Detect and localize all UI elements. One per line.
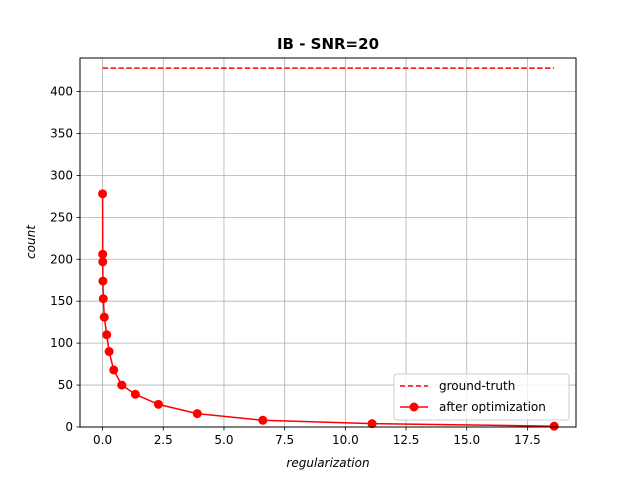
- y-axis-label: count: [24, 224, 38, 259]
- y-tick-label: 200: [50, 252, 73, 266]
- y-tick-label: 0: [65, 420, 73, 434]
- after-optimization-point: [102, 330, 112, 340]
- y-tick-label: 300: [50, 168, 73, 182]
- legend-after-optimization-marker: [409, 402, 419, 412]
- x-tick-label: 12.5: [393, 433, 420, 447]
- after-optimization-line: [101, 193, 555, 427]
- after-optimization-point: [130, 389, 140, 399]
- after-optimization-point: [98, 276, 108, 286]
- x-tick-label: 5.0: [214, 433, 233, 447]
- x-tick-label: 0.0: [93, 433, 112, 447]
- after-optimization-point: [99, 312, 109, 322]
- x-tick-label: 2.5: [154, 433, 173, 447]
- x-tick-label: 15.0: [453, 433, 480, 447]
- legend-after-optimization-label: after optimization: [439, 400, 546, 414]
- plot-frame: [79, 57, 577, 428]
- legend: ground-truth after optimization: [393, 373, 570, 421]
- y-tick-label: 100: [50, 336, 73, 350]
- after-optimization-point: [117, 380, 127, 390]
- after-optimization-point: [98, 294, 108, 304]
- x-tick-label: 10.0: [332, 433, 359, 447]
- y-tick-label: 350: [50, 126, 73, 140]
- y-axis: 0 50 100 150 200 250 300 350 400: [50, 85, 80, 434]
- after-optimization-point: [109, 365, 119, 375]
- x-tick-label: 17.5: [514, 433, 541, 447]
- after-optimization-point: [98, 257, 108, 267]
- x-axis-label: regularization: [286, 456, 369, 470]
- after-optimization-point: [549, 421, 559, 431]
- after-optimization-point: [104, 347, 114, 357]
- y-tick-label: 400: [50, 85, 73, 99]
- after-optimization-point: [98, 249, 108, 259]
- grid: [80, 58, 576, 428]
- legend-ground-truth-label: ground-truth: [439, 379, 515, 393]
- after-optimization-point: [153, 399, 163, 409]
- y-tick-label: 150: [50, 294, 73, 308]
- y-tick-label: 250: [50, 210, 73, 224]
- x-axis: 0.0 2.5 5.0 7.5 10.0 12.5 15.0 17.5: [93, 427, 541, 447]
- x-tick-label: 7.5: [275, 433, 294, 447]
- chart-title: IB - SNR=20: [277, 35, 379, 53]
- series-layer: [98, 67, 559, 431]
- after-optimization-point: [192, 409, 202, 419]
- after-optimization-point: [98, 189, 108, 199]
- y-tick-label: 50: [58, 378, 73, 392]
- after-optimization-point: [367, 419, 377, 429]
- after-optimization-point: [258, 415, 268, 425]
- legend-box: [393, 373, 570, 421]
